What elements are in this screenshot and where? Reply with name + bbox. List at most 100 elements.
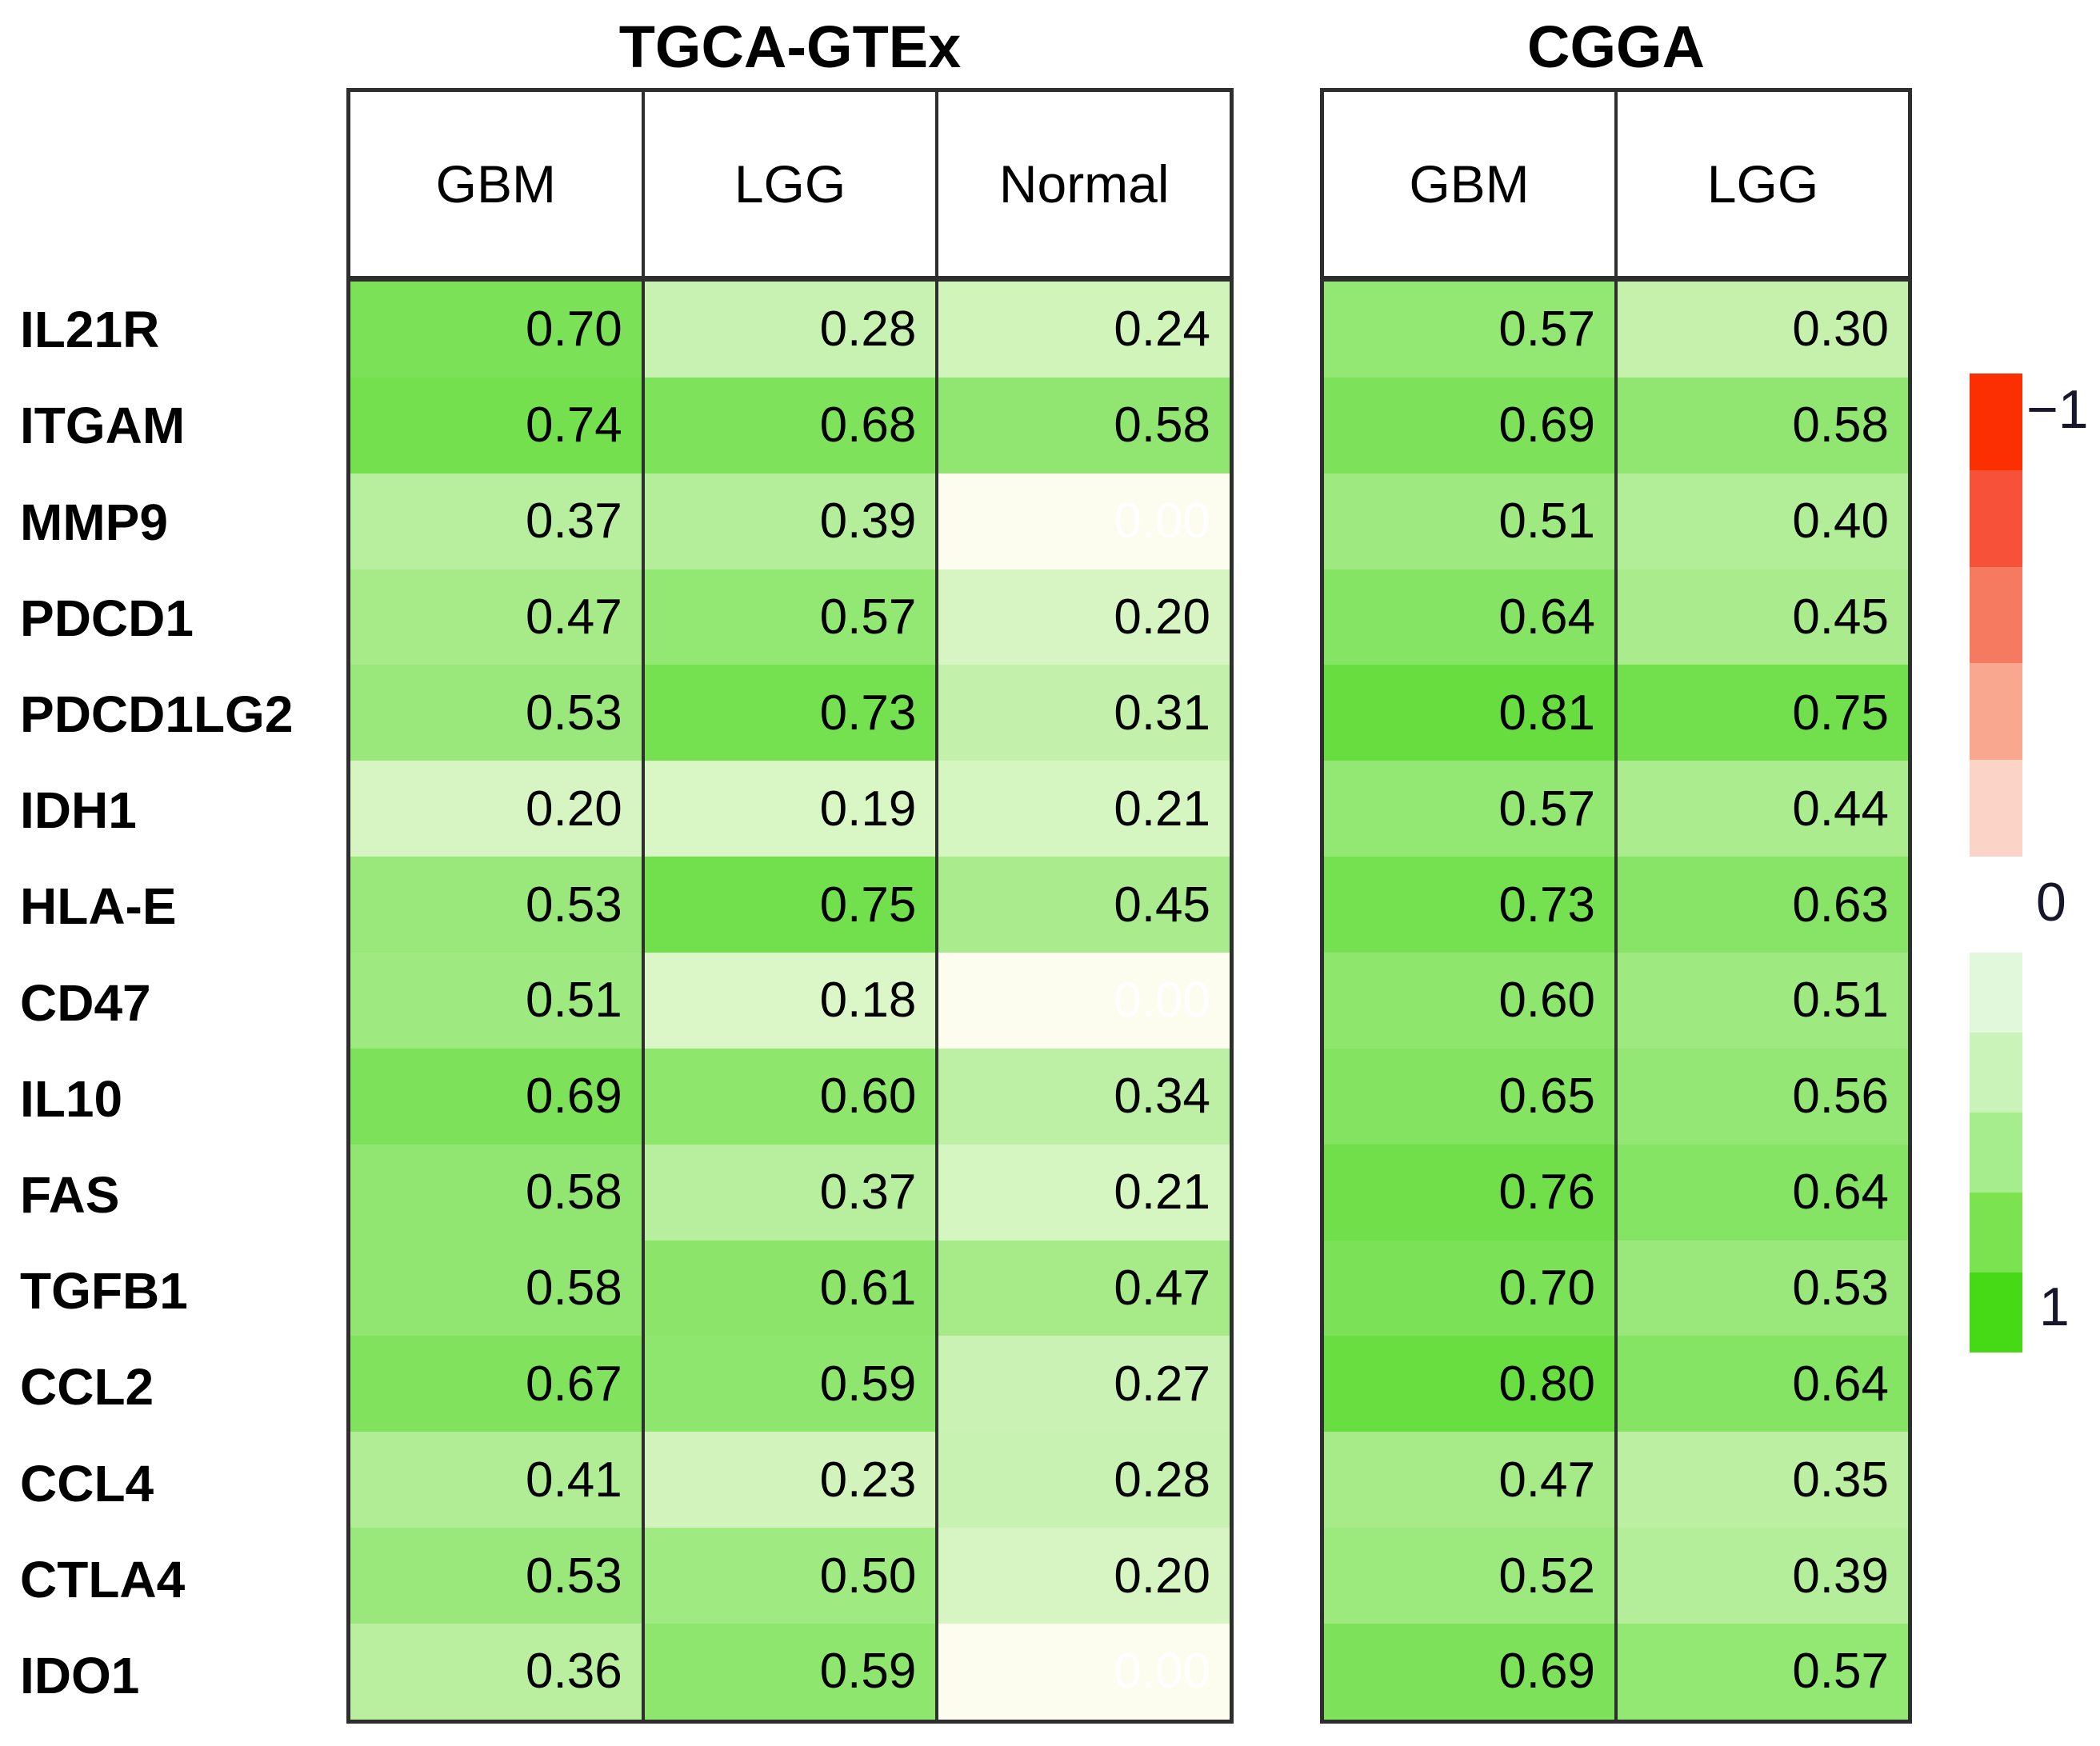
heatmap-row: 0.69 0.60 0.34 xyxy=(350,1048,1230,1145)
heatmap-row: 0.41 0.23 0.28 xyxy=(350,1432,1230,1528)
heatmap-cell: 0.74 xyxy=(350,377,645,473)
gene-label: CD47 xyxy=(20,973,151,1032)
heatmap-cell: 0.51 xyxy=(350,953,645,1049)
heatmap-cell: 0.31 xyxy=(938,665,1230,761)
heatmap-cell: 0.69 xyxy=(1324,1624,1618,1720)
column-header-normal: Normal xyxy=(938,92,1230,276)
heatmap-row: 0.20 0.19 0.21 xyxy=(350,761,1230,857)
heatmap-cell: 0.51 xyxy=(1324,473,1618,569)
heatmap-cell: 0.58 xyxy=(350,1240,645,1336)
heatmap-cell: 0.58 xyxy=(350,1144,645,1241)
heatmap-row: 0.73 0.63 xyxy=(1324,857,1908,953)
heatmap-cell: 0.70 xyxy=(350,282,645,378)
heatmap-cell: 0.75 xyxy=(644,857,939,953)
heatmap-row: 0.70 0.28 0.24 xyxy=(350,282,1230,378)
heatmap-row: 0.70 0.53 xyxy=(1324,1240,1908,1336)
heatmap-cell: 0.64 xyxy=(1324,569,1618,665)
heatmap-cell: 0.24 xyxy=(938,282,1230,378)
legend-color-block xyxy=(1970,1113,2022,1193)
heatmap-cell: 0.64 xyxy=(1618,1144,1908,1241)
heatmap-row: 0.67 0.59 0.27 xyxy=(350,1336,1230,1432)
heatmap-cell: 0.80 xyxy=(1324,1336,1618,1432)
heatmap-cell: 0.28 xyxy=(644,282,939,378)
column-header-gbm: GBM xyxy=(350,92,645,276)
gene-label: IDO1 xyxy=(20,1646,140,1704)
column-header-lgg: LGG xyxy=(1618,92,1908,276)
heatmap-row: 0.58 0.61 0.47 xyxy=(350,1240,1230,1336)
heatmap-cell: 0.56 xyxy=(1618,1048,1908,1145)
heatmap-cell: 0.00 xyxy=(938,1624,1230,1720)
heatmap-cell: 0.34 xyxy=(938,1048,1230,1145)
heatmap-cell: 0.53 xyxy=(1618,1240,1908,1336)
heatmap-row: 0.76 0.64 xyxy=(1324,1144,1908,1241)
heatmap-cell: 0.60 xyxy=(1324,953,1618,1049)
legend-color-block xyxy=(1970,374,2022,470)
heatmap-cell: 0.68 xyxy=(644,377,939,473)
gene-label: PDCD1LG2 xyxy=(20,685,294,743)
legend-color-block xyxy=(1970,663,2022,761)
heatmap-cell: 0.00 xyxy=(938,473,1230,569)
legend-tick-zero: 0 xyxy=(2036,872,2066,933)
heatmap-cell: 0.73 xyxy=(644,665,939,761)
heatmap-cell: 0.50 xyxy=(644,1528,939,1624)
heatmap-cell: 0.47 xyxy=(938,1240,1230,1336)
gene-label: IL10 xyxy=(20,1069,123,1128)
heatmap-cell: 0.75 xyxy=(1618,665,1908,761)
heatmap-cell: 0.21 xyxy=(938,1144,1230,1241)
heatmap-cell: 0.37 xyxy=(350,473,645,569)
heatmap-cell: 0.27 xyxy=(938,1336,1230,1432)
heatmap-row: 0.69 0.58 xyxy=(1324,377,1908,473)
heatmap-cell: 0.53 xyxy=(350,1528,645,1624)
legend-color-block xyxy=(1970,760,2022,857)
heatmap-row: 0.47 0.35 xyxy=(1324,1432,1908,1528)
heatmap-row: 0.37 0.39 0.00 xyxy=(350,473,1230,569)
gene-label: CCL2 xyxy=(20,1358,154,1416)
gene-label: ITGAM xyxy=(20,397,186,455)
heatmap-cell: 0.23 xyxy=(644,1432,939,1528)
heatmap-cell: 0.53 xyxy=(350,857,645,953)
heatmap-cell: 0.81 xyxy=(1324,665,1618,761)
heatmap-cell: 0.57 xyxy=(1618,1624,1908,1720)
heatmap-cell: 0.40 xyxy=(1618,473,1908,569)
gene-label: PDCD1 xyxy=(20,589,194,647)
heatmap-cell: 0.67 xyxy=(350,1336,645,1432)
heatmap-row: 0.52 0.39 xyxy=(1324,1528,1908,1624)
legend-color-block xyxy=(1970,1193,2022,1273)
heatmap-cell: 0.59 xyxy=(644,1624,939,1720)
column-header-gbm: GBM xyxy=(1324,92,1618,276)
legend-colorbar-positive xyxy=(1970,953,2022,1352)
heatmap-table-tgca-gtex: GBM LGG Normal 0.70 0.28 0.24 0.74 0.68 0.58 0… xyxy=(346,88,1234,1724)
heatmap-cell: 0.00 xyxy=(938,953,1230,1049)
heatmap-cell: 0.36 xyxy=(350,1624,645,1720)
heatmap-row: 0.69 0.57 xyxy=(1324,1624,1908,1720)
heatmap-cell: 0.70 xyxy=(1324,1240,1618,1336)
heatmap-cell: 0.57 xyxy=(1324,761,1618,857)
legend-color-block xyxy=(1970,953,2022,1033)
gene-label: CCL4 xyxy=(20,1454,154,1512)
heatmap-cell: 0.73 xyxy=(1324,857,1618,953)
heatmap-cell: 0.21 xyxy=(938,761,1230,857)
heatmap-cell: 0.18 xyxy=(644,953,939,1049)
heatmap-row: 0.74 0.68 0.58 xyxy=(350,377,1230,473)
legend-colorbar-negative xyxy=(1970,374,2022,857)
heatmap-cell: 0.76 xyxy=(1324,1144,1618,1241)
heatmap-cell: 0.28 xyxy=(938,1432,1230,1528)
legend-color-block xyxy=(1970,469,2022,567)
heatmap-cell: 0.64 xyxy=(1618,1336,1908,1432)
heatmap-cell: 0.44 xyxy=(1618,761,1908,857)
gene-label-column: IL21R ITGAM MMP9 PDCD1 PDCD1LG2 IDH1 HLA-E CD47… xyxy=(20,282,340,1724)
heatmap-row: 0.47 0.57 0.20 xyxy=(350,569,1230,665)
gene-label: IDH1 xyxy=(20,781,137,840)
heatmap-row: 0.64 0.45 xyxy=(1324,569,1908,665)
heatmap-row: 0.81 0.75 xyxy=(1324,665,1908,761)
heatmap-cell: 0.30 xyxy=(1618,282,1908,378)
table-header-row: GBM LGG xyxy=(1324,92,1908,282)
heatmap-cell: 0.39 xyxy=(1618,1528,1908,1624)
heatmap-row: 0.53 0.75 0.45 xyxy=(350,857,1230,953)
heatmap-row: 0.65 0.56 xyxy=(1324,1048,1908,1145)
heatmap-row: 0.60 0.51 xyxy=(1324,953,1908,1049)
heatmap-cell: 0.37 xyxy=(644,1144,939,1241)
heatmap-cell: 0.19 xyxy=(644,761,939,857)
heatmap-cell: 0.69 xyxy=(350,1048,645,1145)
